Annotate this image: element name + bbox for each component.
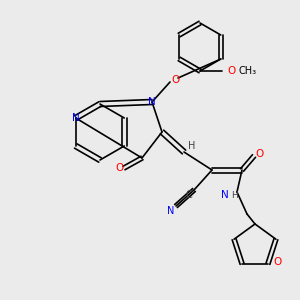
Text: O: O — [228, 66, 236, 76]
Text: O: O — [256, 149, 264, 159]
Text: H: H — [231, 190, 237, 200]
Text: O: O — [115, 163, 123, 173]
Text: O: O — [274, 257, 282, 267]
Text: O: O — [171, 75, 179, 85]
Text: N: N — [148, 97, 156, 107]
Text: N: N — [72, 113, 80, 123]
Text: C: C — [186, 190, 192, 200]
Text: N: N — [221, 190, 229, 200]
Text: N: N — [167, 206, 175, 216]
Text: CH₃: CH₃ — [239, 66, 257, 76]
Text: H: H — [188, 141, 196, 151]
